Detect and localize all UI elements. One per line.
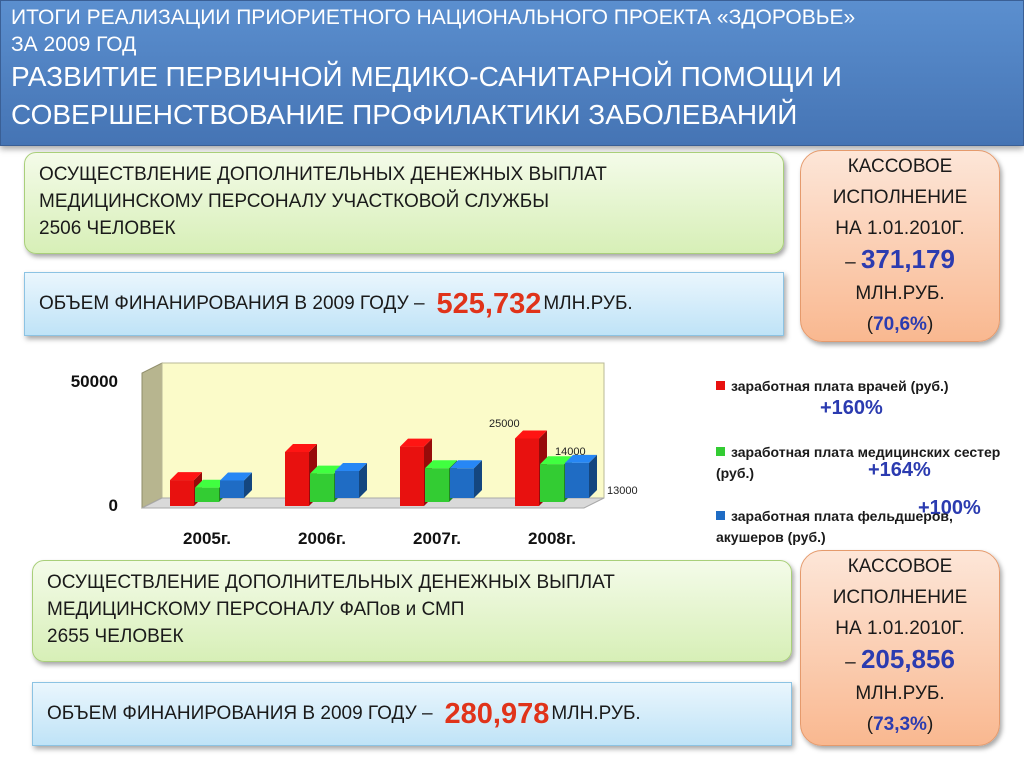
- cash2-paren-open: (: [866, 714, 874, 735]
- funding-box-1: ОБЪЕМ ФИНАНИРОВАНИЯ В 2009 ГОДУ – 525,73…: [24, 272, 784, 336]
- cash2-amount: 205,856: [860, 644, 955, 674]
- bar-2006г.-1: [310, 473, 334, 502]
- bar-top-2-2: [450, 460, 482, 469]
- funding1-amount: 525,732: [436, 287, 542, 320]
- bar-top-3-2: [565, 454, 597, 463]
- legend-item-nurses: заработная плата медицинских сестер (руб…: [716, 442, 1016, 484]
- cash1-line-2: ИСПОЛНЕНИЕ: [832, 187, 968, 208]
- cash1-line-3: НА 1.01.2010Г.: [835, 218, 965, 239]
- cash2-percent: 73,3%: [873, 714, 927, 735]
- y-tick-label-0: 0: [109, 496, 118, 515]
- bar-2007г.-1: [425, 468, 449, 502]
- bar-top-2-0: [400, 438, 432, 447]
- legend-item-doctors: заработная плата врачей (руб.): [716, 376, 1016, 397]
- funding-box-2: ОБЪЕМ ФИНАНИРОВАНИЯ В 2009 ГОДУ – 280,97…: [32, 682, 792, 746]
- bar-2005г.-1: [195, 487, 219, 502]
- bar-2005г.-0: [170, 480, 194, 506]
- bar-top-0-1: [195, 479, 227, 488]
- bar-top-1-2: [335, 463, 367, 471]
- bar-top-3-1: [540, 456, 572, 465]
- chart-floor: [141, 497, 605, 509]
- bar-2008г.-2: [565, 462, 589, 498]
- bar-top-0-0: [170, 472, 202, 481]
- header-line-1: ИТОГИ РЕАЛИЗАЦИИ ПРИОРИЕТНОГО НАЦИОНАЛЬН…: [11, 6, 856, 29]
- bar-side-1-2: [359, 463, 367, 498]
- x-tick-label-2: 2007г.: [413, 529, 461, 548]
- funding2-amount: 280,978: [444, 697, 550, 730]
- slide-header: ИТОГИ РЕАЛИЗАЦИИ ПРИОРИЕТНОГО НАЦИОНАЛЬН…: [0, 0, 1024, 146]
- header-line-4: СОВЕРШЕНСТВОВАНИЕ ПРОФИЛАКТИКИ ЗАБОЛЕВАН…: [11, 99, 798, 130]
- data-label-2: 13000: [607, 485, 638, 497]
- legend-growth-paramedics: +100%: [918, 497, 981, 519]
- legend-swatch-paramedics: [716, 511, 725, 520]
- x-tick-label-0: 2005г.: [183, 529, 231, 548]
- data-label-1: 14000: [555, 446, 586, 458]
- cash1-line-1: КАССОВОЕ: [847, 156, 953, 177]
- x-tick-label-3: 2008г.: [528, 529, 576, 548]
- block2-line-2: МЕДИЦИНСКОМУ ПЕРСОНАЛУ ФАПов и СМП: [47, 599, 465, 620]
- data-label-0: 25000: [489, 418, 520, 430]
- cash2-line-2: ИСПОЛНЕНИЕ: [832, 587, 968, 608]
- bar-2008г.-1: [540, 464, 564, 502]
- bar-2006г.-2: [335, 471, 359, 498]
- bar-2007г.-0: [400, 446, 424, 506]
- bar-2005г.-2: [220, 480, 244, 498]
- funding1-prefix: ОБЪЕМ ФИНАНИРОВАНИЯ В 2009 ГОДУ –: [39, 293, 425, 314]
- legend-swatch-nurses: [716, 447, 725, 456]
- y-tick-label-max: 50000: [71, 372, 118, 391]
- cash-execution-box-2: КАССОВОЕ ИСПОЛНЕНИЕ НА 1.01.2010Г. – 205…: [800, 550, 1000, 746]
- cash1-unit: МЛН.РУБ.: [855, 283, 945, 304]
- funding1-unit: МЛН.РУБ.: [543, 293, 633, 314]
- funding2-unit: МЛН.РУБ.: [551, 703, 641, 724]
- cash1-percent: 70,6%: [873, 314, 927, 335]
- legend-label-nurses: заработная плата медицинских сестер (руб…: [716, 444, 1001, 481]
- bar-2007г.-2: [450, 468, 474, 498]
- block2-line-3: 2655 ЧЕЛОВЕК: [47, 626, 184, 647]
- cash2-dash: –: [845, 652, 856, 673]
- legend-growth-nurses: +164%: [868, 459, 931, 481]
- header-line-3: РАЗВИТИЕ ПЕРВИЧНОЙ МЕДИКО-САНИТАРНОЙ ПОМ…: [11, 61, 842, 92]
- salary-bar-chart: 0 50000 2005г. 2006г. 2007г. 2008г. 25000 14000…: [71, 362, 638, 548]
- x-tick-label-1: 2006г.: [298, 529, 346, 548]
- bar-side-3-2: [589, 454, 597, 498]
- bar-side-0-2: [244, 472, 252, 498]
- cash2-line-3: НА 1.01.2010Г.: [835, 618, 965, 639]
- bar-top-1-0: [285, 444, 317, 452]
- bar-2008г.-0: [515, 438, 539, 506]
- cash2-unit: МЛН.РУБ.: [855, 683, 945, 704]
- legend-growth-doctors: +160%: [820, 397, 883, 419]
- legend-label-paramedics: заработная плата фельдшеров, акушеров (р…: [716, 508, 953, 545]
- chart-side-wall: [141, 362, 163, 509]
- bar-side-2-2: [474, 460, 482, 498]
- payments-block-district: ОСУЩЕСТВЛЕНИЕ ДОПОЛНИТЕЛЬНЫХ ДЕНЕЖНЫХ ВЫ…: [24, 152, 784, 254]
- bar-top-1-1: [310, 465, 342, 474]
- cash1-paren-close: ): [926, 314, 934, 335]
- cash2-paren-close: ): [926, 714, 934, 735]
- cash2-line-1: КАССОВОЕ: [847, 556, 953, 577]
- payments-block-fap: ОСУЩЕСТВЛЕНИЕ ДОПОЛНИТЕЛЬНЫХ ДЕНЕЖНЫХ ВЫ…: [32, 560, 792, 662]
- legend-swatch-doctors: [716, 381, 725, 390]
- block1-line-3: 2506 ЧЕЛОВЕК: [39, 218, 176, 239]
- funding2-prefix: ОБЪЕМ ФИНАНИРОВАНИЯ В 2009 ГОДУ –: [47, 703, 433, 724]
- bar-top-0-2: [220, 472, 252, 481]
- cash-execution-box-1: КАССОВОЕ ИСПОЛНЕНИЕ НА 1.01.2010Г. – 371…: [800, 150, 1000, 342]
- legend-item-paramedics: заработная плата фельдшеров, акушеров (р…: [716, 506, 1016, 548]
- block1-line-1: ОСУЩЕСТВЛЕНИЕ ДОПОЛНИТЕЛЬНЫХ ДЕНЕЖНЫХ ВЫ…: [39, 164, 607, 185]
- bar-top-2-1: [425, 460, 457, 469]
- legend-label-doctors: заработная плата врачей (руб.): [731, 378, 949, 394]
- header-line-2: ЗА 2009 ГОД: [11, 33, 137, 56]
- cash1-dash: –: [845, 252, 856, 273]
- cash1-paren-open: (: [866, 314, 874, 335]
- bar-top-3-0: [515, 430, 547, 439]
- cash1-amount: 371,179: [860, 244, 955, 274]
- block1-line-2: МЕДИЦИНСКОМУ ПЕРСОНАЛУ УЧАСТКОВОЙ СЛУЖБЫ: [39, 191, 550, 212]
- bar-2006г.-0: [285, 452, 309, 506]
- block2-line-1: ОСУЩЕСТВЛЕНИЕ ДОПОЛНИТЕЛЬНЫХ ДЕНЕЖНЫХ ВЫ…: [47, 572, 615, 593]
